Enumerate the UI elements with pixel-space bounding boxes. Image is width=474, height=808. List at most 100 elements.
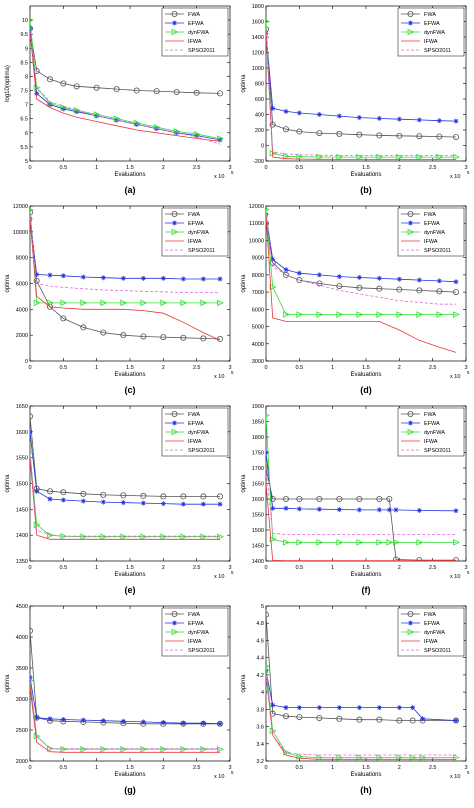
series-line-spso2011	[266, 214, 456, 305]
point-dynfwa	[200, 533, 208, 540]
y-tick-label: 1400	[16, 533, 28, 539]
x-tick-label: 0	[28, 565, 31, 571]
x-tick-label: 2	[398, 365, 401, 371]
x-tick-label: 2.5	[429, 365, 437, 371]
y-tick-label: 1850	[252, 420, 264, 426]
point-dynfwa	[396, 311, 404, 318]
point-fwa	[160, 334, 167, 341]
legend-label-efwa: EFWA	[188, 621, 204, 627]
series-group	[30, 413, 224, 540]
y-tick-label: 2000	[16, 333, 28, 339]
point-fwa	[269, 121, 276, 128]
x-tick-label: 2	[162, 165, 165, 171]
x-tick-label: 3	[464, 165, 467, 171]
legend-label-ifwa: IFWA	[424, 39, 438, 45]
legend-marker-fwa	[171, 210, 178, 217]
series-group	[30, 208, 224, 343]
x-axis-label: Evaluations	[350, 372, 381, 378]
legend-label-fwa: FWA	[424, 412, 436, 418]
series-group	[266, 207, 460, 353]
point-dynfwa	[453, 311, 460, 318]
x-tick-label: 1.5	[126, 165, 134, 171]
point-dynfwa	[30, 208, 34, 212]
point-fwa	[393, 556, 399, 561]
point-fwa	[113, 86, 120, 93]
series-line-ifwa	[30, 457, 220, 540]
point-fwa	[436, 288, 443, 295]
legend-marker-dynfwa	[407, 628, 415, 636]
point-fwa	[30, 209, 33, 216]
legend-marker-fwa	[407, 410, 414, 417]
point-dynfwa	[160, 745, 168, 753]
legend-label-spso2011: SPSO2011	[188, 648, 215, 654]
x-tick-label: 1.5	[126, 765, 134, 771]
legend-label-spso2011: SPSO2011	[424, 248, 451, 254]
point-dynfwa	[436, 311, 444, 318]
point-efwa	[80, 274, 86, 280]
y-tick-label: 1500	[16, 482, 28, 488]
point-efwa	[160, 275, 166, 281]
point-efwa	[47, 716, 53, 722]
y-tick-label: 10000	[249, 238, 264, 244]
point-efwa	[270, 256, 276, 262]
point-dynfwa	[356, 153, 364, 161]
series-group	[266, 413, 460, 561]
chart-7: 0 0.5 1 1.5 2 2.5 3 2000 2500 3000 3500 4000 4500 Eva…	[5, 604, 234, 795]
y-tick-label: 1500	[252, 528, 264, 534]
x-exponent-power: 5	[467, 770, 470, 775]
y-tick-label: 1900	[252, 404, 264, 410]
point-dynfwa	[296, 539, 304, 546]
x-tick-label: 0	[28, 765, 31, 771]
point-efwa	[120, 500, 126, 506]
point-dynfwa	[409, 754, 417, 761]
point-fwa	[200, 335, 207, 342]
y-tick-label: 1200	[252, 51, 264, 57]
x-tick-label: 3	[464, 565, 467, 571]
point-dynfwa	[356, 311, 364, 318]
y-tick-label: 1700	[252, 466, 264, 472]
point-efwa	[80, 717, 86, 723]
point-efwa	[356, 507, 362, 513]
point-fwa	[47, 76, 54, 83]
point-fwa	[376, 716, 383, 723]
point-dynfwa	[217, 135, 224, 142]
point-fwa	[160, 493, 167, 500]
point-efwa	[270, 702, 276, 708]
y-tick-label: 1400	[252, 559, 264, 565]
x-tick-label: 0.5	[60, 765, 68, 771]
x-tick-label: 0	[264, 165, 267, 171]
point-efwa	[416, 117, 422, 123]
series-group	[266, 611, 460, 761]
point-efwa	[217, 501, 223, 507]
point-dynfwa	[180, 299, 188, 307]
point-dynfwa	[316, 153, 324, 161]
legend-label-spso2011: SPSO2011	[188, 448, 215, 454]
y-tick-label: 4500	[16, 604, 28, 610]
y-tick-label: 9.5	[20, 32, 28, 38]
point-fwa	[73, 83, 80, 90]
point-efwa	[100, 718, 106, 724]
point-efwa	[376, 507, 382, 513]
x-tick-label: 3	[464, 365, 467, 371]
point-efwa	[396, 705, 402, 711]
point-efwa	[386, 507, 392, 513]
legend-label-fwa: FWA	[424, 612, 436, 618]
point-fwa	[282, 126, 289, 133]
x-tick-label: 1.5	[362, 765, 370, 771]
point-efwa	[34, 488, 40, 494]
point-efwa	[283, 705, 289, 711]
point-efwa	[356, 274, 362, 280]
point-dynfwa	[266, 664, 270, 669]
point-dynfwa	[336, 539, 344, 546]
point-fwa	[336, 495, 343, 502]
point-dynfwa	[140, 299, 148, 307]
point-fwa	[296, 277, 303, 284]
legend-label-efwa: EFWA	[424, 21, 440, 27]
y-tick-label: 9000	[252, 256, 264, 262]
point-efwa	[316, 506, 322, 512]
point-fwa	[282, 495, 289, 502]
y-tick-label: 1350	[16, 559, 28, 565]
legend-marker-dynfwa	[171, 628, 179, 636]
point-efwa	[60, 497, 66, 503]
